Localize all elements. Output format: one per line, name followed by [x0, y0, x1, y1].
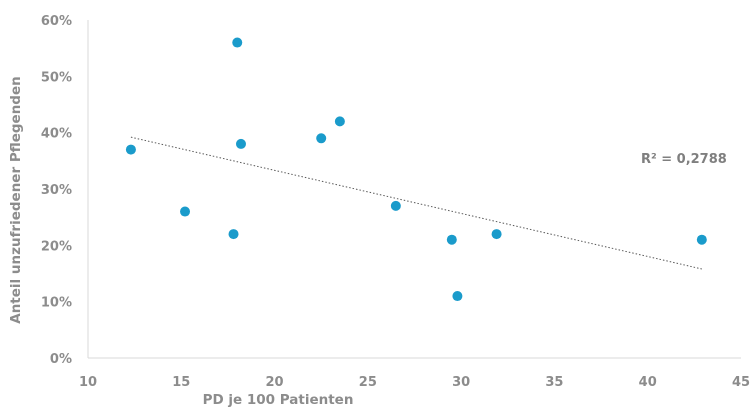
x-tick-labels: 10 15 20 25 30 35 40 45: [79, 375, 750, 390]
data-point: [180, 206, 191, 217]
trendline-layer: [130, 136, 702, 270]
x-tick-label: 20: [266, 375, 284, 390]
r-squared-annotation: R² = 0,2788: [641, 152, 727, 167]
x-tick-label: 40: [639, 375, 657, 390]
trendline: [130, 136, 702, 270]
data-point: [452, 291, 463, 302]
y-tick-label: 50%: [41, 70, 72, 85]
data-point: [390, 200, 401, 211]
plot-area: [87, 20, 741, 359]
y-tick-label: 40%: [41, 127, 72, 142]
data-point: [446, 234, 457, 245]
x-axis-title: PD je 100 Patienten: [203, 392, 354, 408]
y-axis-title: Anteil unzufriedener Pflegenden: [8, 76, 24, 324]
data-point: [316, 133, 327, 144]
data-point: [228, 229, 239, 240]
x-tick-label: 15: [172, 375, 190, 390]
y-tick-label: 0%: [50, 352, 72, 367]
data-point: [235, 138, 246, 149]
data-point: [232, 37, 243, 48]
x-tick-label: 35: [545, 375, 563, 390]
data-point: [125, 144, 136, 155]
y-tick-label: 30%: [41, 183, 72, 198]
y-tick-label: 60%: [41, 14, 72, 29]
x-tick-label: 45: [732, 375, 750, 390]
x-tick-label: 30: [452, 375, 470, 390]
points-layer: [125, 37, 707, 302]
x-tick-label: 10: [79, 375, 97, 390]
data-point: [491, 229, 502, 240]
data-point: [696, 234, 707, 245]
y-tick-label: 10%: [41, 296, 72, 311]
data-point: [334, 116, 345, 127]
y-tick-labels: 0% 10% 20% 30% 40% 50% 60%: [41, 14, 72, 367]
x-tick-label: 25: [359, 375, 377, 390]
y-tick-label: 20%: [41, 239, 72, 254]
